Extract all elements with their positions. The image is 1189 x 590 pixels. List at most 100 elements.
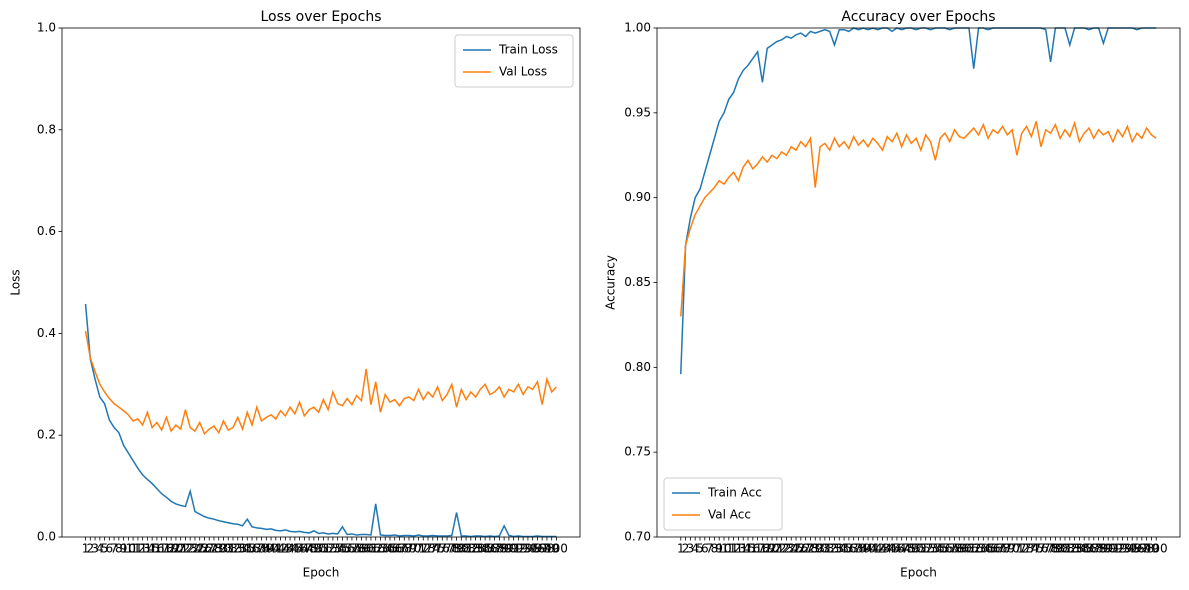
x-tick-label: 7: [706, 542, 714, 556]
x-tick-label: 59: [354, 542, 369, 556]
x-tick-label: 87: [1086, 542, 1101, 556]
x-tick-label: 61: [363, 542, 378, 556]
x-tick-label: 96: [530, 542, 545, 556]
x-tick-label: 2: [682, 542, 690, 556]
x-tick-label: 22: [178, 542, 193, 556]
x-tick-label: 22: [774, 542, 789, 556]
plot-frame: [61, 27, 581, 538]
x-tick-label: 83: [1067, 542, 1082, 556]
x-tick-label: 19: [760, 542, 775, 556]
x-tick-label: 6: [106, 542, 114, 556]
x-tick-label: 79: [1048, 542, 1063, 556]
x-tick-label: 97: [535, 542, 550, 556]
x-tick-label: 81: [458, 542, 473, 556]
x-tick-label: 33: [230, 542, 245, 556]
x-tick-label: 49: [306, 542, 321, 556]
x-tick-label: 97: [1134, 542, 1149, 556]
x-tick-label: 11: [721, 542, 736, 556]
x-tick-label: 76: [435, 542, 450, 556]
x-tick-label: 69: [1000, 542, 1015, 556]
x-tick-label: 38: [851, 542, 866, 556]
x-tick-label: 95: [525, 542, 540, 556]
y-tick-label: 0.85: [624, 275, 651, 289]
x-tick-label: 19: [164, 542, 179, 556]
x-tick-label: 88: [1091, 542, 1106, 556]
y-tick-label: 0.0: [37, 530, 56, 544]
x-tick-label: 41: [268, 542, 283, 556]
x-tick-label: 25: [788, 542, 803, 556]
x-tick-label: 47: [297, 542, 312, 556]
x-tick-label: 95: [1125, 542, 1140, 556]
x-tick-label: 34: [235, 542, 250, 556]
x-tick-label: 50: [311, 542, 326, 556]
x-tick-label: 80: [1053, 542, 1068, 556]
x-tick-label: 98: [1139, 542, 1154, 556]
x-tick-label: 24: [784, 542, 799, 556]
x-tick-label: 36: [841, 542, 856, 556]
x-tick-label: 16: [745, 542, 760, 556]
x-tick-label: 72: [1014, 542, 1029, 556]
x-tick-label: 10: [716, 542, 731, 556]
x-tick-label: 13: [731, 542, 746, 556]
x-tick-label: 94: [1120, 542, 1135, 556]
x-tick-label: 77: [439, 542, 454, 556]
y-tick-label: 0.6: [37, 224, 56, 238]
x-tick-label: 26: [197, 542, 212, 556]
x-axis-label: Epoch: [900, 566, 937, 580]
legend-box: [663, 477, 783, 531]
x-tick-label: 30: [812, 542, 827, 556]
x-tick-label: 64: [378, 542, 393, 556]
x-tick-label: 29: [211, 542, 226, 556]
x-tick-label: 60: [956, 542, 971, 556]
x-tick-label: 84: [1072, 542, 1087, 556]
x-tick-label: 39: [259, 542, 274, 556]
x-tick-label: 66: [387, 542, 402, 556]
x-tick-label: 4: [96, 542, 104, 556]
x-tick-label: 66: [985, 542, 1000, 556]
x-tick-label: 58: [349, 542, 364, 556]
x-tick-label: 21: [769, 542, 784, 556]
x-tick-label: 15: [740, 542, 755, 556]
x-tick-label: 62: [368, 542, 383, 556]
x-tick-label: 30: [216, 542, 231, 556]
x-tick-label: 88: [492, 542, 507, 556]
x-tick-label: 60: [359, 542, 374, 556]
y-tick-label: 0.95: [624, 105, 651, 119]
x-tick-label: 5: [696, 542, 704, 556]
x-tick-label: 31: [221, 542, 236, 556]
y-tick-label: 1.0: [37, 21, 56, 35]
x-tick-label: 71: [411, 542, 426, 556]
x-tick-label: 68: [397, 542, 412, 556]
x-tick-label: 36: [244, 542, 259, 556]
x-tick-label: 46: [889, 542, 904, 556]
x-tick-label: 25: [192, 542, 207, 556]
x-tick-label: 99: [544, 542, 559, 556]
x-tick-label: 24: [187, 542, 202, 556]
plot-frame: [656, 27, 1181, 538]
x-tick-label: 84: [473, 542, 488, 556]
x-tick-label: 99: [1144, 542, 1159, 556]
x-tick-label: 78: [444, 542, 459, 556]
x-tick-label: 79: [449, 542, 464, 556]
x-tick-label: 100: [545, 542, 568, 556]
x-tick-label: 85: [477, 542, 492, 556]
x-tick-label: 44: [880, 542, 895, 556]
x-tick-label: 15: [144, 542, 159, 556]
x-tick-label: 37: [846, 542, 861, 556]
x-tick-label: 54: [330, 542, 345, 556]
x-tick-label: 5: [101, 542, 109, 556]
x-tick-label: 3: [91, 542, 99, 556]
y-tick-label: 0.8: [37, 122, 56, 136]
x-tick-label: 29: [808, 542, 823, 556]
x-tick-label: 74: [425, 542, 440, 556]
y-tick-label: 0.75: [624, 445, 651, 459]
y-tick-label: 0.70: [624, 530, 651, 544]
x-tick-label: 59: [952, 542, 967, 556]
x-tick-label: 34: [832, 542, 847, 556]
legend-label: Train Acc: [707, 486, 762, 500]
x-tick-label: 91: [1105, 542, 1120, 556]
x-tick-label: 73: [1019, 542, 1034, 556]
x-tick-label: 8: [115, 542, 123, 556]
x-tick-label: 53: [325, 542, 340, 556]
x-tick-label: 16: [149, 542, 164, 556]
